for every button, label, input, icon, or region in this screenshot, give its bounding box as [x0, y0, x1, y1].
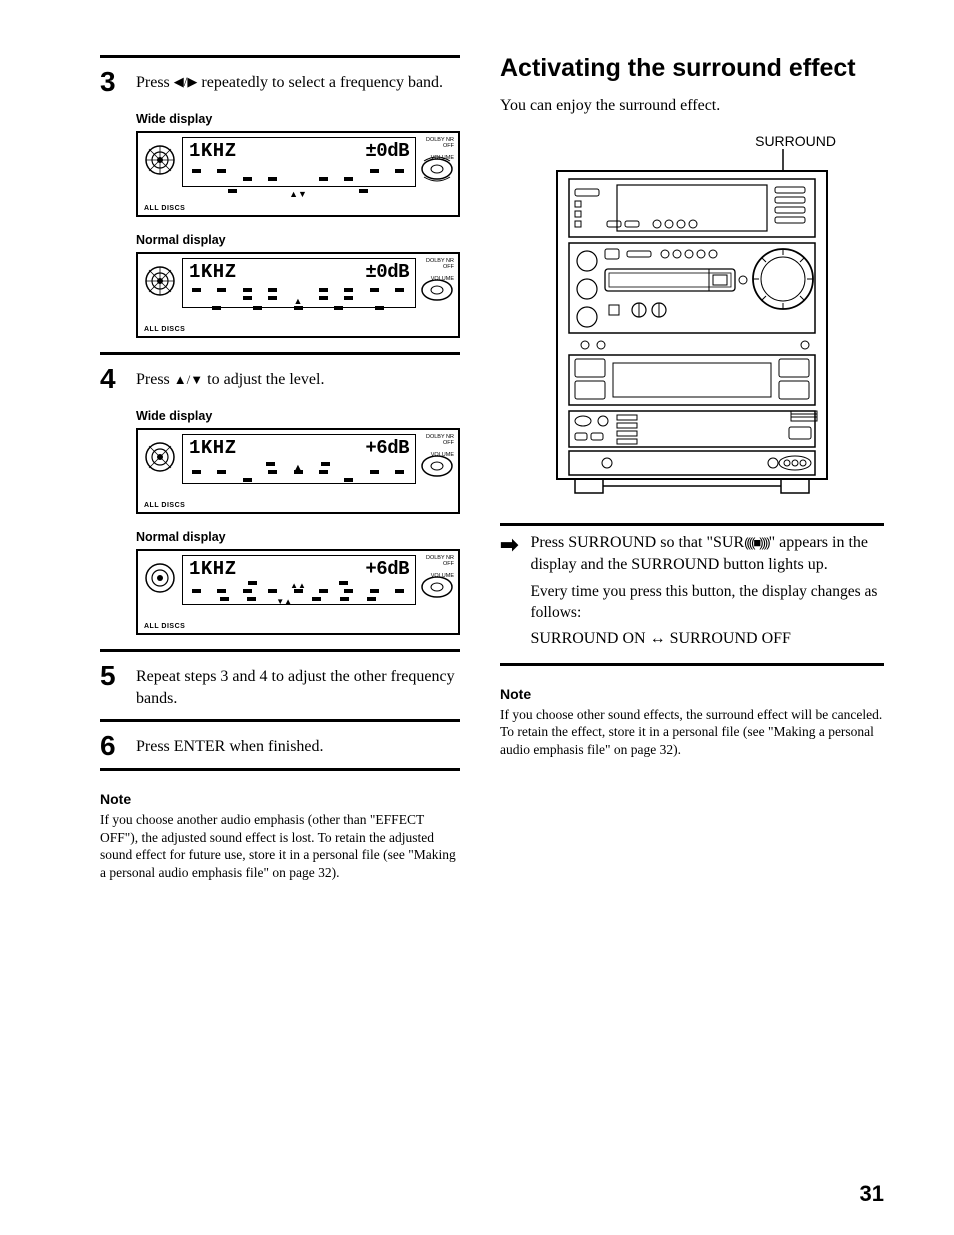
p3a: SURROUND ON — [530, 630, 649, 647]
lcd-level: +6dB — [365, 558, 409, 580]
step4-text-b: to adjust the level. — [203, 371, 324, 388]
lcd-freq: 1KHZ — [189, 437, 237, 459]
normal-display-label: Normal display — [136, 233, 460, 247]
note-heading-right: Note — [500, 686, 884, 702]
speaker-icon — [143, 143, 177, 177]
rule — [500, 663, 884, 666]
lcd-level: +6dB — [365, 437, 409, 459]
device-illustration — [547, 149, 837, 501]
section-title: Activating the surround effect — [500, 55, 884, 83]
left-column: 3 Press ◀/▶ repeatedly to select a frequ… — [100, 55, 460, 881]
eq-bars-2: ▼▲ — [192, 597, 404, 606]
eq-bars — [192, 470, 404, 474]
speaker-icon — [143, 264, 177, 298]
speaker-icon — [143, 440, 177, 474]
display-normal-1: 1KHZ ±0dB ▲ DOLBY NROFFVOLUME ALL DISCS — [136, 252, 460, 338]
display-wide-2: 1KHZ +6dB ▲ DOLBY NROFFVOLUME ALL DISCS — [136, 428, 460, 514]
eq-bars — [192, 288, 404, 292]
step4-text-a: Press — [136, 371, 174, 388]
eq-bars-2: ▲ — [192, 296, 404, 300]
side-labels: DOLBY NROFFVOLUME — [426, 137, 454, 161]
lcd-freq: 1KHZ — [189, 140, 237, 162]
eq-cursor: ▲▼ — [228, 189, 368, 199]
wide-display-label: Wide display — [136, 112, 460, 126]
speaker-icon — [143, 561, 177, 595]
step-6: 6 Press ENTER when finished. — [100, 726, 460, 760]
display-footer: ALL DISCS — [144, 205, 185, 212]
rule — [100, 55, 460, 58]
instr-p2: Every time you press this button, the di… — [530, 582, 884, 624]
device-illustration-wrap — [500, 149, 884, 501]
page-columns: 3 Press ◀/▶ repeatedly to select a frequ… — [100, 55, 884, 881]
step-4: 4 Press ▲/▼ to adjust the level. — [100, 359, 460, 393]
step-number: 3 — [100, 68, 122, 96]
lcd-freq: 1KHZ — [189, 558, 237, 580]
right-column: Activating the surround effect You can e… — [500, 55, 884, 881]
normal-display-label-2: Normal display — [136, 530, 460, 544]
instruction-body: Press SURROUND so that "SUR((((■))))" ap… — [530, 532, 884, 651]
step-5: 5 Repeat steps 3 and 4 to adjust the oth… — [100, 656, 460, 709]
eq-bars-mid — [192, 177, 404, 181]
device-callout-label: SURROUND — [500, 133, 836, 149]
intro-text: You can enjoy the surround effect. — [500, 97, 884, 115]
rule — [100, 352, 460, 355]
step-number: 4 — [100, 365, 122, 393]
eq-bars-3 — [212, 306, 384, 310]
step-text: Repeat steps 3 and 4 to adjust the other… — [136, 662, 460, 709]
up-down-symbols: ▲/▼ — [174, 372, 203, 387]
lcd-freq: 1KHZ — [189, 261, 237, 283]
step3-text-b: repeatedly to select a frequency band. — [197, 74, 443, 91]
display-footer: ALL DISCS — [144, 623, 185, 630]
p3b: SURROUND OFF — [666, 630, 791, 647]
eq-bars-top — [192, 169, 404, 173]
step-text: Press ENTER when finished. — [136, 732, 460, 760]
rule — [100, 649, 460, 652]
note-heading: Note — [100, 791, 460, 807]
instr-p3: SURROUND ON ↔ SURROUND OFF — [530, 628, 884, 650]
step-text: Press ◀/▶ repeatedly to select a frequen… — [136, 68, 460, 96]
display-footer: ALL DISCS — [144, 326, 185, 333]
lcd-panel: 1KHZ +6dB — [182, 434, 416, 484]
surround-symbol: ((((■)))) — [744, 535, 769, 550]
step3-text-a: Press — [136, 74, 174, 91]
instr-p1a: Press SURROUND so that "SUR — [530, 534, 744, 551]
rule — [100, 768, 460, 771]
eq-bars-2 — [192, 478, 404, 482]
side-labels: DOLBY NROFFVOLUME — [426, 434, 454, 458]
display-footer: ALL DISCS — [144, 502, 185, 509]
side-labels: DOLBY NROFFVOLUME — [426, 258, 454, 282]
step-3: 3 Press ◀/▶ repeatedly to select a frequ… — [100, 62, 460, 96]
rule — [100, 719, 460, 722]
display-wide-1: 1KHZ ±0dB ▲▼ DOLBY NROFFVOLUME ALL DISCS — [136, 131, 460, 217]
left-right-symbols: ◀/▶ — [174, 74, 198, 89]
lcd-level: ±0dB — [365, 261, 409, 283]
rule — [500, 523, 884, 526]
arrow-icon: ➡ — [500, 532, 518, 651]
surround-instruction: ➡ Press SURROUND so that "SUR((((■))))" … — [500, 532, 884, 651]
step-number: 6 — [100, 732, 122, 760]
step-text: Press ▲/▼ to adjust the level. — [136, 365, 460, 393]
step-number: 5 — [100, 662, 122, 709]
wide-display-label-2: Wide display — [136, 409, 460, 423]
page-number: 31 — [860, 1181, 884, 1207]
display-normal-2: 1KHZ +6dB ▲▲ ▼▲ DOLBY NROFFVOLUME ALL DI… — [136, 549, 460, 635]
eq-bars — [192, 589, 404, 593]
side-labels: DOLBY NROFFVOLUME — [426, 555, 454, 579]
note-body-right: If you choose other sound effects, the s… — [500, 706, 884, 759]
note-body: If you choose another audio emphasis (ot… — [100, 811, 460, 881]
lcd-level: ±0dB — [365, 140, 409, 162]
double-arrow-icon: ↔ — [650, 630, 666, 647]
